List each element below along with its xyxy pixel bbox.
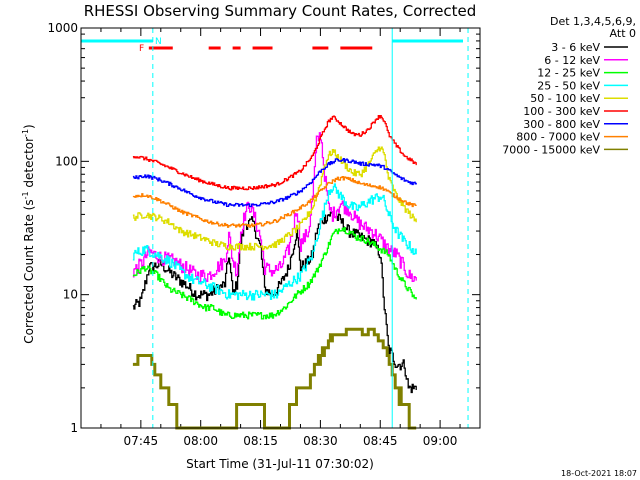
x-tick-label: 08:15 — [243, 434, 278, 448]
legend-label: 6 - 12 keV — [544, 54, 600, 67]
series-line-7 — [132, 176, 417, 228]
series-line-1 — [132, 132, 417, 283]
axis-ticks: 1 10 100 1000 07:45 08:00 08:15 08:30 08:45 09:00 — [47, 21, 480, 448]
marker-label-n: N — [155, 37, 162, 47]
series-line-5 — [132, 115, 417, 191]
plot-frame — [80, 27, 481, 429]
series-line-3 — [132, 183, 417, 301]
series-line-2 — [132, 226, 417, 320]
series-line-6 — [132, 158, 417, 208]
legend-label: 50 - 100 keV — [530, 92, 600, 105]
x-tick-label: 08:30 — [303, 434, 338, 448]
status-bars: NF — [81, 37, 463, 54]
legend-header: Det 1,3,4,5,6,9,Att 0 — [550, 15, 636, 40]
legend-label: 3 - 6 keV — [551, 41, 600, 54]
y-label-part: Corrected Count Rate (s — [22, 199, 36, 343]
legend-label: 800 - 7000 keV — [516, 131, 600, 144]
marker-label-f: F — [139, 44, 144, 54]
legend-header-line: Det 1,3,4,5,6,9, — [550, 15, 636, 28]
y-label-part: detector — [22, 137, 36, 192]
x-tick-label: 08:00 — [183, 434, 218, 448]
x-axis-label: Start Time (31-Jul-11 07:30:02) — [186, 457, 374, 471]
footer-date: 18-Oct-2021 18:07 — [561, 469, 637, 478]
legend-label: 12 - 25 keV — [537, 67, 600, 80]
legend-label: 100 - 300 keV — [523, 105, 600, 118]
y-tick-label: 1000 — [47, 21, 78, 35]
legend-label: 7000 - 15000 keV — [502, 143, 600, 156]
y-tick-label: 1 — [70, 421, 78, 435]
y-tick-label: 100 — [55, 154, 78, 168]
legend-label: 25 - 50 keV — [537, 79, 600, 92]
x-tick-label: 08:45 — [363, 434, 398, 448]
x-tick-label: 07:45 — [124, 434, 159, 448]
legend-label: 300 - 800 keV — [523, 118, 600, 131]
y-tick-label: 10 — [63, 288, 78, 302]
y-axis-label-text: Corrected Count Rate (s-1 detector-1) — [21, 124, 36, 343]
legend-header-line: Att 0 — [610, 27, 636, 40]
y-label-superscript: -1 — [21, 191, 30, 199]
x-tick-label: 09:00 — [423, 434, 458, 448]
y-axis-label: Corrected Count Rate (s-1 detector-1) — [21, 124, 36, 343]
y-label-superscript: -1 — [21, 129, 30, 137]
y-label-part: ) — [22, 124, 36, 129]
chart-title: RHESSI Observing Summary Count Rates, Co… — [84, 2, 477, 20]
